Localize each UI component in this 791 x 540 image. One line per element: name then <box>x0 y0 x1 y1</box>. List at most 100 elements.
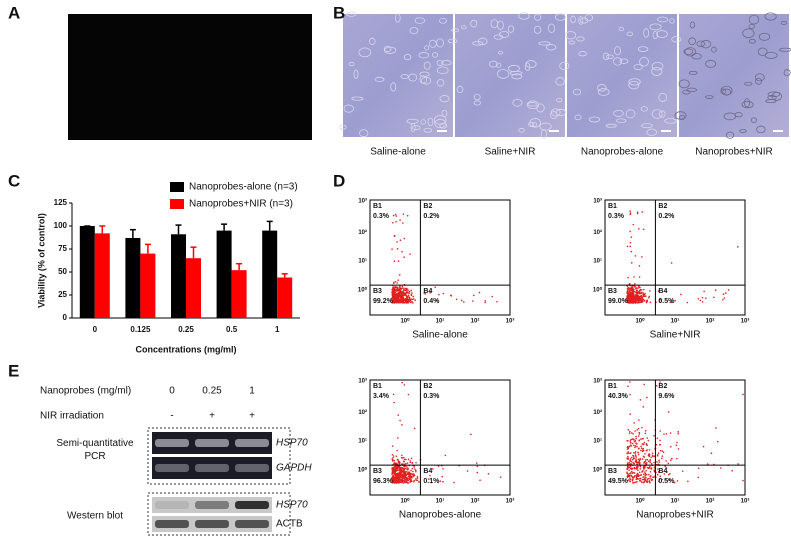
row-value: 0 <box>169 386 175 397</box>
cell <box>691 53 702 60</box>
cell <box>524 62 531 72</box>
event-dot <box>392 300 395 302</box>
event-dot <box>391 445 394 447</box>
cell <box>628 80 640 90</box>
cell <box>616 118 627 123</box>
event-dot <box>398 476 401 479</box>
event-dot <box>628 473 630 475</box>
event-dot <box>393 287 395 289</box>
cell <box>679 114 685 121</box>
cell <box>765 99 777 103</box>
event-dot <box>634 454 637 456</box>
event-dot <box>470 433 472 436</box>
event-dot <box>404 289 406 292</box>
event-dot <box>393 476 395 479</box>
event-dot <box>393 301 395 304</box>
event-dot <box>404 293 407 295</box>
event-dot <box>640 288 643 291</box>
event-dot <box>665 467 668 469</box>
cell <box>473 93 481 101</box>
event-dot <box>639 474 642 476</box>
event-dot <box>412 470 414 473</box>
band <box>195 501 229 509</box>
event-dot <box>396 475 399 477</box>
event-dot <box>392 459 394 461</box>
y-tick-label: 0 <box>63 313 68 322</box>
event-dot <box>643 383 645 386</box>
band <box>235 520 269 528</box>
cell <box>744 81 753 86</box>
event-dot <box>649 470 652 473</box>
event-dot <box>629 212 632 214</box>
event-dot <box>402 479 404 482</box>
event-dot <box>635 478 638 480</box>
event-dot <box>644 479 646 481</box>
event-dot <box>636 463 638 465</box>
event-dot <box>632 461 634 464</box>
cell <box>556 97 563 103</box>
event-dot <box>627 288 630 291</box>
event-dot <box>705 297 707 299</box>
event-dot <box>703 290 705 293</box>
cell <box>597 88 610 96</box>
cell <box>671 36 682 43</box>
event-dot <box>463 301 465 303</box>
event-dot <box>727 289 730 291</box>
event-dot <box>401 294 403 297</box>
event-dot <box>640 438 642 440</box>
cell <box>565 31 577 40</box>
event-dot <box>413 480 415 483</box>
event-dot <box>637 297 640 299</box>
event-dot <box>400 469 403 472</box>
event-dot <box>444 454 447 457</box>
event-dot <box>626 472 628 475</box>
x-tick-label: 10⁰ <box>635 318 645 325</box>
quadrant-name: B3 <box>608 288 617 295</box>
plot-frame <box>369 199 511 316</box>
event-dot <box>491 295 494 298</box>
y-tick-label: 10³ <box>593 378 602 385</box>
event-dot <box>629 393 631 396</box>
cell <box>578 51 587 57</box>
event-dot <box>640 480 643 483</box>
event-dot <box>405 295 408 297</box>
event-dot <box>637 478 639 480</box>
event-dot <box>399 239 402 242</box>
event-dot <box>405 287 408 290</box>
event-dot <box>394 291 397 293</box>
event-dot <box>653 434 655 437</box>
cell <box>436 59 444 67</box>
event-dot <box>634 287 637 290</box>
event-dot <box>399 419 401 422</box>
event-dot <box>634 430 636 432</box>
event-dot <box>403 468 405 471</box>
event-dot <box>639 468 642 470</box>
event-dot <box>639 477 642 480</box>
cell <box>688 70 698 75</box>
event-dot <box>633 481 636 484</box>
cell <box>651 67 663 76</box>
y-tick-label: 10⁰ <box>593 466 603 473</box>
event-dot <box>396 449 398 452</box>
gel-frames <box>147 427 291 536</box>
event-dot <box>649 290 651 292</box>
event-dot <box>629 291 631 294</box>
event-dot <box>404 481 406 483</box>
event-dot <box>628 479 630 481</box>
event-dot <box>643 465 645 468</box>
cell <box>588 116 601 123</box>
event-dot <box>651 452 654 455</box>
event-dot <box>394 477 397 480</box>
event-dot <box>627 458 629 460</box>
caption: Saline+NIR <box>485 147 536 158</box>
event-dot <box>638 419 640 421</box>
event-dot <box>630 460 633 463</box>
cell <box>643 28 650 38</box>
scale-bar <box>661 130 671 132</box>
event-dot <box>731 469 734 472</box>
legend-swatch <box>170 182 184 192</box>
event-dot <box>723 297 726 299</box>
event-dot <box>395 288 398 291</box>
event-dot <box>391 473 393 476</box>
event-dot <box>411 298 414 301</box>
